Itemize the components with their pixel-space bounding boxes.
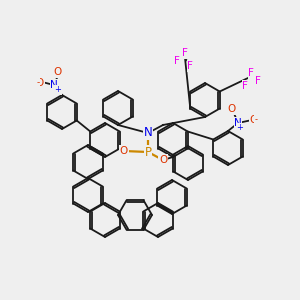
Text: O: O <box>120 146 128 156</box>
Text: +: + <box>55 85 62 94</box>
Text: F: F <box>248 68 254 78</box>
Text: N: N <box>144 127 152 140</box>
Text: N: N <box>234 118 242 128</box>
Text: P: P <box>145 146 152 158</box>
Text: F: F <box>242 81 248 91</box>
Text: O: O <box>36 78 44 88</box>
Text: F: F <box>187 61 193 71</box>
Text: F: F <box>255 76 261 86</box>
Text: N: N <box>50 80 58 90</box>
Text: -: - <box>36 79 40 88</box>
Text: F: F <box>174 56 180 66</box>
Text: O: O <box>54 67 62 77</box>
Text: -: - <box>254 116 257 124</box>
Text: O: O <box>159 155 167 165</box>
Text: O: O <box>250 115 258 125</box>
Text: O: O <box>228 104 236 114</box>
Text: +: + <box>237 124 243 133</box>
Text: F: F <box>182 48 188 58</box>
